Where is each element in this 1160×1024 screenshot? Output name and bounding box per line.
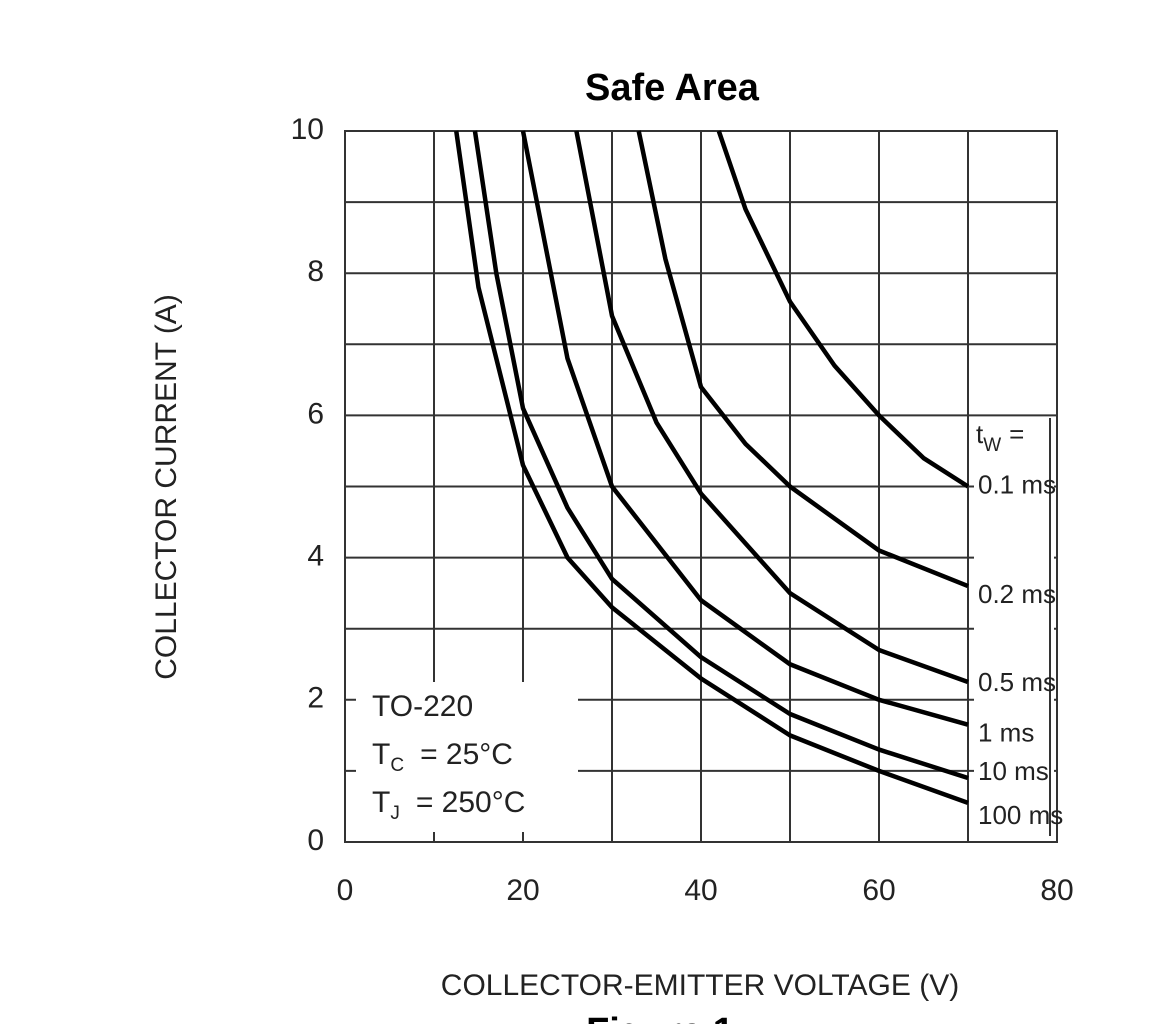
curve: [520, 130, 969, 727]
x-tick-label: 40: [684, 874, 717, 907]
y-tick-label: 0: [307, 824, 324, 857]
annotation: TC = 25°C: [372, 738, 513, 776]
caption: Figure 1: [586, 1011, 734, 1024]
annotation-sub: J: [390, 803, 400, 824]
annotation-rest: = 250°C: [416, 786, 526, 819]
series-label: 100 ms: [978, 800, 1063, 830]
x-tick-label: 80: [1040, 874, 1073, 907]
x-tick-label: 20: [506, 874, 539, 907]
annotation-sub: C: [390, 755, 404, 776]
y-tick-label: 10: [291, 113, 324, 146]
grid: [344, 130, 1058, 843]
curves: [454, 130, 970, 806]
annotation-main: T: [372, 786, 390, 819]
x-tick-label: 0: [337, 874, 354, 907]
legend-title-main: t: [976, 419, 984, 449]
curve: [574, 130, 969, 685]
y-tick-label: 6: [307, 397, 324, 430]
x-tick-label: 60: [862, 874, 895, 907]
series-label: 10 ms: [978, 756, 1049, 786]
series-label: 1 ms: [978, 718, 1034, 748]
legend-title: tW =: [976, 419, 1024, 456]
curve: [716, 130, 970, 489]
annotation-main: T: [372, 738, 390, 771]
annotation: TO-220: [372, 690, 473, 723]
annotation: TJ = 250°C: [372, 786, 525, 824]
series-label: 0.5 ms: [978, 667, 1056, 697]
chart-title: Safe Area: [585, 67, 760, 109]
curve: [472, 130, 969, 781]
annotation-rest: = 25°C: [420, 738, 513, 771]
y-axis-label: COLLECTOR CURRENT (A): [150, 294, 183, 680]
series-label: 0.1 ms: [978, 469, 1056, 499]
x-axis-label: COLLECTOR-EMITTER VOLTAGE (V): [441, 969, 959, 1002]
y-tick-label: 4: [307, 540, 324, 573]
y-tick-label: 2: [307, 682, 324, 715]
series-label: 0.2 ms: [978, 579, 1056, 609]
legend-title-rest: =: [1009, 419, 1024, 449]
plot-frame: [344, 130, 1058, 843]
y-tick-label: 8: [307, 255, 324, 288]
curve: [636, 130, 969, 589]
annotation-main: TO-220: [372, 690, 473, 723]
curve: [454, 130, 969, 806]
legend-backdrop: [974, 418, 1054, 836]
legend-title-sub: W: [983, 435, 1001, 456]
annotation-backdrop: [356, 682, 578, 832]
